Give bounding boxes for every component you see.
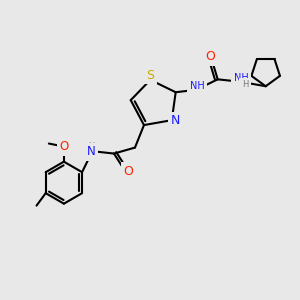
Text: NH: NH [190, 81, 204, 91]
Text: S: S [146, 69, 154, 82]
Text: O: O [59, 140, 68, 153]
Text: N: N [86, 145, 95, 158]
Text: O: O [205, 50, 215, 63]
Text: H: H [242, 80, 248, 89]
Text: N: N [171, 114, 180, 127]
Text: O: O [123, 165, 133, 178]
Text: NH: NH [234, 73, 249, 83]
Text: H: H [88, 142, 94, 151]
